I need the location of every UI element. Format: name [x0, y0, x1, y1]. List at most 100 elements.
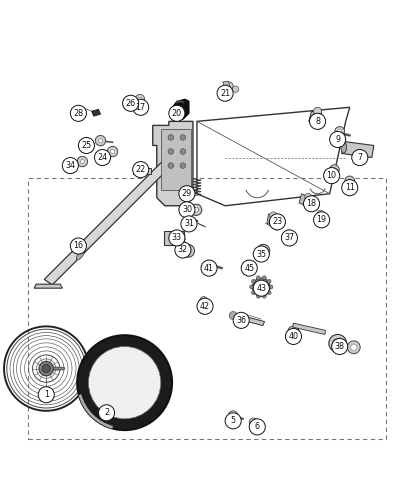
Circle shape [207, 262, 214, 268]
Circle shape [249, 285, 253, 289]
Polygon shape [44, 159, 172, 285]
Polygon shape [132, 168, 150, 173]
Circle shape [287, 326, 298, 337]
Circle shape [290, 329, 295, 334]
Circle shape [229, 312, 237, 320]
Text: 21: 21 [219, 88, 230, 98]
Circle shape [174, 242, 190, 258]
Polygon shape [170, 100, 188, 119]
Circle shape [70, 238, 86, 254]
Circle shape [268, 285, 272, 289]
Circle shape [122, 95, 138, 112]
Circle shape [323, 168, 339, 184]
Text: 35: 35 [255, 250, 266, 258]
Text: 31: 31 [184, 220, 193, 228]
Circle shape [178, 186, 194, 202]
Circle shape [304, 194, 311, 200]
Circle shape [329, 132, 345, 148]
Circle shape [269, 212, 276, 219]
Circle shape [196, 298, 213, 314]
Text: 18: 18 [306, 200, 316, 208]
Circle shape [190, 204, 201, 216]
Polygon shape [160, 130, 190, 190]
Circle shape [344, 176, 354, 186]
Circle shape [266, 280, 270, 283]
Circle shape [281, 230, 297, 246]
Circle shape [180, 134, 185, 140]
Text: 20: 20 [171, 109, 182, 118]
Circle shape [256, 244, 269, 257]
Text: 24: 24 [97, 153, 107, 162]
Polygon shape [231, 314, 264, 326]
Circle shape [200, 260, 217, 276]
Circle shape [347, 179, 351, 183]
Circle shape [132, 100, 148, 116]
Circle shape [309, 114, 325, 130]
Text: 45: 45 [243, 264, 254, 272]
Circle shape [329, 165, 338, 174]
Polygon shape [34, 284, 62, 288]
Polygon shape [298, 194, 312, 208]
Circle shape [132, 162, 148, 178]
Text: 25: 25 [81, 141, 91, 150]
Text: 11: 11 [344, 183, 354, 192]
Text: 37: 37 [284, 234, 294, 242]
Polygon shape [341, 142, 373, 158]
Text: 19: 19 [316, 216, 326, 224]
Circle shape [316, 210, 324, 218]
Text: 23: 23 [271, 218, 282, 226]
Circle shape [95, 136, 105, 146]
Text: 34: 34 [65, 161, 75, 170]
Circle shape [193, 208, 198, 212]
Circle shape [337, 130, 341, 134]
Circle shape [253, 280, 269, 296]
Polygon shape [53, 367, 64, 370]
Circle shape [288, 234, 292, 238]
Circle shape [168, 163, 173, 168]
Polygon shape [222, 81, 229, 87]
Circle shape [332, 168, 336, 172]
Text: 17: 17 [135, 103, 146, 112]
Ellipse shape [76, 250, 84, 260]
Text: 30: 30 [182, 206, 191, 214]
Circle shape [180, 216, 196, 232]
Text: 40: 40 [288, 332, 298, 341]
Text: 5: 5 [230, 416, 235, 426]
Circle shape [248, 266, 253, 270]
Circle shape [110, 150, 114, 154]
Circle shape [303, 196, 319, 212]
Circle shape [180, 148, 185, 154]
Polygon shape [266, 214, 277, 226]
Circle shape [346, 341, 359, 353]
Circle shape [98, 138, 102, 142]
Circle shape [225, 82, 233, 90]
Circle shape [350, 344, 356, 350]
Circle shape [351, 150, 367, 166]
Text: 9: 9 [334, 135, 339, 144]
Text: 1: 1 [44, 390, 49, 399]
Text: 6: 6 [254, 422, 259, 432]
Circle shape [77, 335, 172, 430]
Circle shape [251, 290, 255, 294]
Circle shape [285, 328, 301, 344]
FancyBboxPatch shape [164, 231, 183, 245]
Circle shape [94, 150, 110, 166]
Circle shape [253, 246, 269, 262]
Text: 22: 22 [135, 165, 146, 174]
Circle shape [256, 276, 260, 280]
Circle shape [80, 160, 84, 164]
Circle shape [249, 418, 257, 426]
Circle shape [249, 419, 265, 435]
Circle shape [78, 138, 94, 154]
Circle shape [39, 362, 53, 376]
Text: 29: 29 [181, 189, 192, 198]
Text: 42: 42 [199, 302, 210, 311]
Text: 10: 10 [326, 171, 336, 180]
Polygon shape [308, 112, 321, 124]
Text: 43: 43 [256, 284, 265, 292]
Circle shape [331, 338, 347, 354]
Circle shape [38, 386, 54, 403]
Circle shape [199, 296, 207, 304]
Text: 32: 32 [177, 246, 188, 254]
Circle shape [77, 156, 87, 167]
